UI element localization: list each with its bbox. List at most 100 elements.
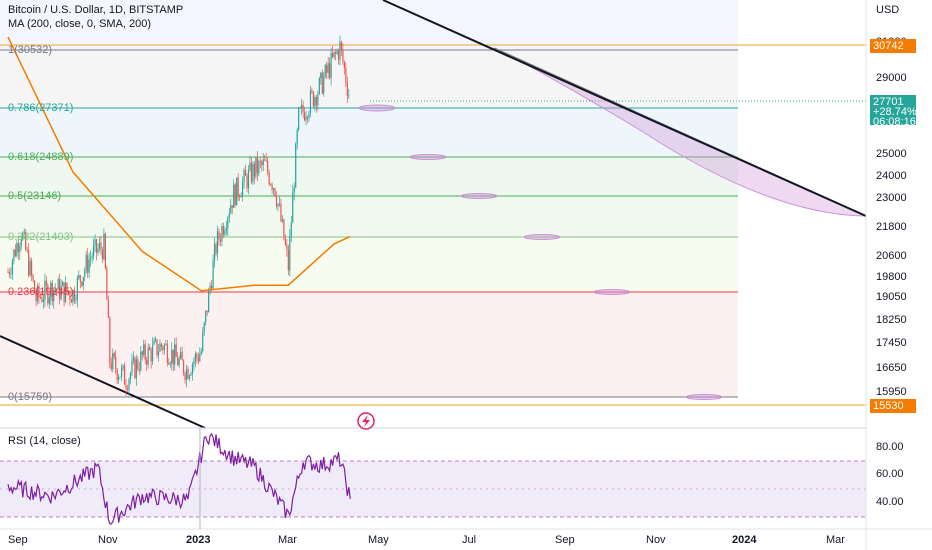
candle-body xyxy=(329,63,331,78)
candle-body xyxy=(315,97,317,106)
candle-body xyxy=(293,187,295,193)
candle-body xyxy=(110,363,112,370)
candle-body xyxy=(275,195,278,207)
fib-band-5 xyxy=(0,237,738,292)
candle-body xyxy=(348,95,350,97)
candle-body xyxy=(144,344,146,360)
fib-label-0786: 0.786(27371) xyxy=(8,102,74,114)
candle-body xyxy=(23,231,25,234)
candle-body xyxy=(225,228,227,231)
candle-body xyxy=(321,72,323,94)
time-label: Nov xyxy=(646,534,666,546)
price-tick: 23000 xyxy=(876,192,907,204)
candle-body xyxy=(331,53,334,57)
candle-body xyxy=(340,41,343,50)
candle-body xyxy=(197,357,199,362)
candle-body xyxy=(131,361,133,374)
candle-body xyxy=(22,233,24,240)
lightning-icon[interactable] xyxy=(357,412,375,430)
candle-body xyxy=(151,344,154,362)
candle-body xyxy=(29,260,31,276)
candle-body xyxy=(61,282,64,287)
candle-body xyxy=(267,161,269,173)
candle-body xyxy=(182,360,185,374)
fib-marker-ellipse xyxy=(358,104,396,112)
candle-body xyxy=(277,203,279,207)
candle-body xyxy=(234,184,236,206)
current-price-badge: 27701 +28.74% 06:08:16 xyxy=(870,95,917,128)
candle-body xyxy=(174,344,176,365)
candle-body xyxy=(343,61,345,68)
candle-body xyxy=(249,162,251,170)
candle-body xyxy=(115,356,117,370)
candle-body xyxy=(45,280,47,286)
candle-body xyxy=(84,270,86,277)
ma-legend[interactable]: MA (200, close, 0, SMA, 200) xyxy=(8,18,152,30)
candle-body xyxy=(302,104,304,113)
candle-body xyxy=(138,369,140,371)
candle-body xyxy=(227,217,229,229)
candle-body xyxy=(119,376,121,378)
candle-body xyxy=(70,299,73,303)
candle-body xyxy=(162,346,164,351)
fib-band-2 xyxy=(0,108,738,157)
candle-body xyxy=(134,357,136,379)
time-label: Jul xyxy=(462,534,477,546)
candle-body xyxy=(137,359,139,370)
time-label: Sep xyxy=(555,534,575,546)
candle-body xyxy=(264,159,266,161)
price-tick: 16650 xyxy=(876,362,907,374)
candle-body xyxy=(128,379,130,390)
candle-body xyxy=(163,344,165,351)
candle-body xyxy=(140,351,142,371)
candle-body xyxy=(334,51,337,54)
upper-trendline[interactable] xyxy=(382,0,867,217)
fib-band-3 xyxy=(0,157,738,196)
candle-body xyxy=(59,279,61,300)
candle-body xyxy=(76,277,78,301)
price-tick: 18250 xyxy=(876,314,907,326)
currency-label: USD xyxy=(876,4,900,16)
candle-body xyxy=(309,90,312,114)
candle-body xyxy=(336,51,338,54)
candle-body xyxy=(281,219,284,222)
candle-body xyxy=(85,255,87,271)
candle-body xyxy=(11,260,14,274)
current-price-change: +28.74% xyxy=(873,106,917,118)
candle-body xyxy=(283,219,285,240)
candle-body xyxy=(48,297,50,304)
candle-body xyxy=(13,249,15,261)
candle-body xyxy=(113,353,115,357)
candle-body xyxy=(88,259,90,273)
candle-body xyxy=(10,273,12,275)
candle-body xyxy=(330,53,332,78)
candle-body xyxy=(194,353,196,362)
candle-body xyxy=(190,374,192,376)
candle-body xyxy=(252,163,254,182)
current-price-value: 27701 xyxy=(873,96,904,108)
candle-body xyxy=(56,289,58,291)
candle-body xyxy=(240,196,242,198)
candle-body xyxy=(107,299,109,318)
candle-body xyxy=(215,243,217,254)
candle-body xyxy=(129,373,132,380)
price-tick: 25000 xyxy=(876,148,907,160)
bar-countdown: 06:08:16 xyxy=(873,116,916,128)
candle-body xyxy=(54,289,56,291)
candle-body xyxy=(228,213,230,218)
candle-body xyxy=(224,230,226,235)
candle-body xyxy=(121,367,123,377)
lower-trendline[interactable] xyxy=(0,335,206,429)
candle-body xyxy=(211,285,213,289)
candle-body xyxy=(342,49,344,62)
candle-body xyxy=(28,250,30,276)
candle-body xyxy=(203,322,205,333)
fib-marker-ellipse xyxy=(460,193,498,199)
candle-body xyxy=(50,282,52,298)
candle-body xyxy=(92,245,95,257)
candle-body xyxy=(135,359,137,379)
rsi-legend[interactable]: RSI (14, close) xyxy=(8,435,81,447)
candle-body xyxy=(122,365,124,368)
candle-body xyxy=(218,231,220,240)
